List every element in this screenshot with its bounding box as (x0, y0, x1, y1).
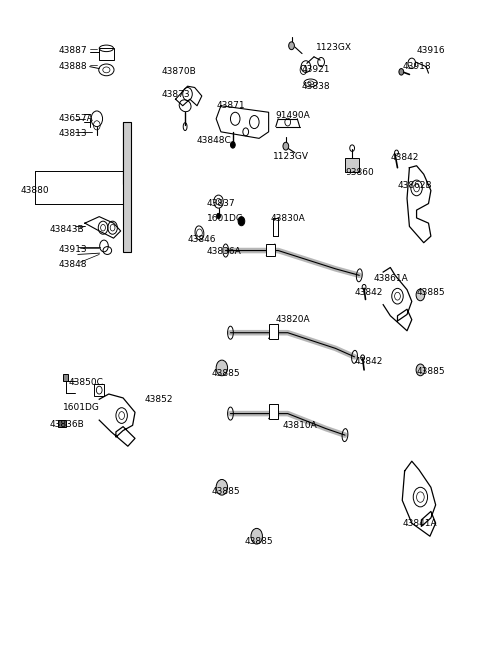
Text: 43918: 43918 (402, 62, 431, 71)
Circle shape (416, 289, 425, 301)
Text: 43885: 43885 (245, 537, 274, 546)
Text: 91490A: 91490A (276, 111, 311, 120)
Bar (345, 158, 360, 172)
Text: 43913: 43913 (59, 245, 87, 253)
Text: 43837: 43837 (206, 199, 235, 208)
Text: 43871: 43871 (216, 102, 245, 110)
Circle shape (288, 42, 294, 50)
Bar (269, 404, 278, 419)
Bar (63, 375, 68, 381)
Text: 43873: 43873 (161, 90, 190, 98)
Text: 43870B: 43870B (161, 67, 196, 77)
Text: 43846: 43846 (188, 235, 216, 244)
Text: 43887: 43887 (59, 46, 87, 55)
Bar (99, 48, 114, 60)
Text: 43885: 43885 (417, 367, 445, 377)
Circle shape (238, 217, 245, 226)
Bar (269, 324, 278, 339)
Text: 43842: 43842 (390, 153, 419, 162)
Text: 43842: 43842 (355, 357, 383, 366)
Circle shape (251, 529, 263, 544)
Text: 43830A: 43830A (271, 214, 306, 223)
Circle shape (399, 69, 404, 75)
Text: 43885: 43885 (417, 288, 445, 297)
Circle shape (216, 360, 228, 376)
Bar (95, 384, 104, 396)
Text: 43843B: 43843B (49, 225, 84, 234)
Circle shape (216, 214, 220, 219)
Bar (123, 122, 131, 252)
Circle shape (230, 141, 235, 148)
Text: 43921: 43921 (302, 66, 331, 75)
Text: 43852: 43852 (144, 395, 173, 403)
Text: 43836A: 43836A (206, 247, 241, 255)
Text: 1601DG: 1601DG (63, 403, 100, 411)
Text: 43848C: 43848C (197, 136, 232, 145)
Bar (58, 420, 66, 426)
Text: 43861A: 43861A (373, 274, 408, 283)
Text: 43885: 43885 (211, 369, 240, 378)
Text: 43820A: 43820A (276, 315, 311, 324)
Text: 43838: 43838 (302, 82, 331, 90)
Text: 43657A: 43657A (59, 114, 94, 123)
Text: 43850C: 43850C (68, 379, 103, 388)
Text: 43841A: 43841A (402, 519, 437, 528)
Text: 43848: 43848 (59, 260, 87, 269)
Text: 1123GV: 1123GV (274, 152, 310, 161)
Bar (266, 244, 275, 255)
Text: 93860: 93860 (345, 168, 374, 178)
Text: 43862B: 43862B (397, 181, 432, 190)
Circle shape (283, 142, 288, 150)
Circle shape (216, 479, 228, 495)
Text: 43885: 43885 (211, 487, 240, 496)
Text: 43842: 43842 (355, 288, 383, 297)
Text: 43810A: 43810A (283, 421, 318, 430)
Text: 43813: 43813 (59, 129, 87, 138)
Text: 43836B: 43836B (49, 420, 84, 428)
Text: 1601DG: 1601DG (206, 214, 243, 223)
Circle shape (416, 364, 425, 376)
Text: 1123GX: 1123GX (316, 43, 352, 52)
Text: 43888: 43888 (59, 62, 87, 71)
Text: 43880: 43880 (21, 186, 49, 195)
Text: 43916: 43916 (417, 46, 445, 55)
